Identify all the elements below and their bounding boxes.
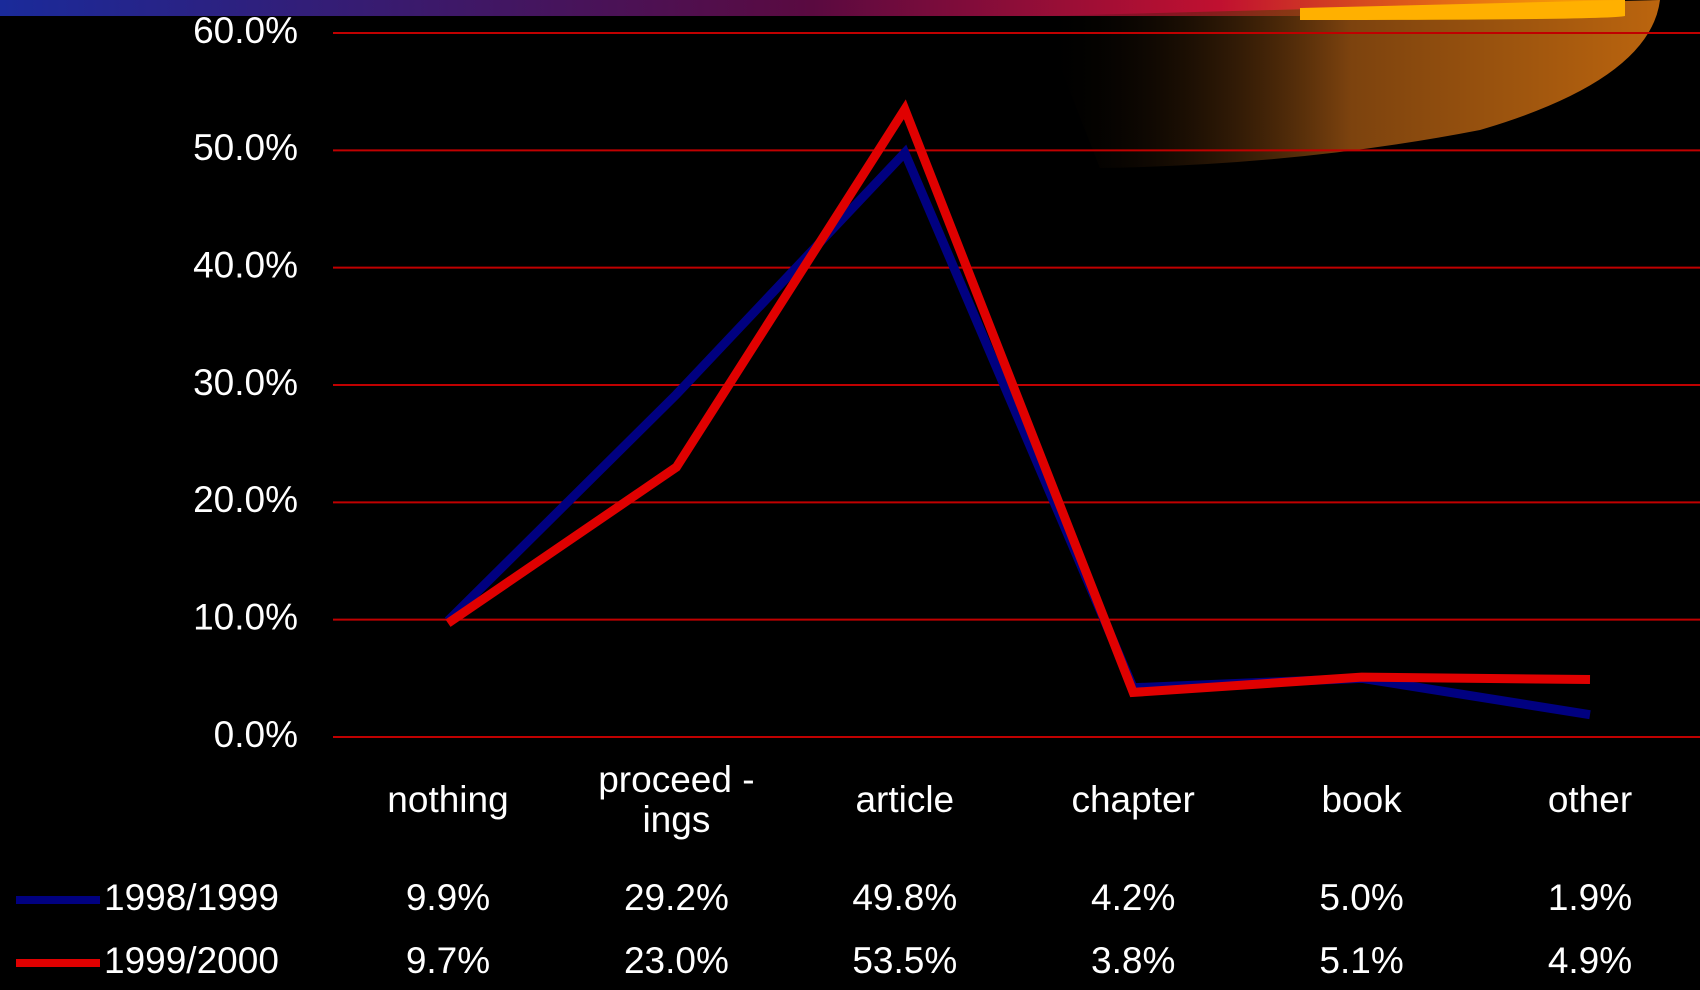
data-label: 49.8%	[852, 877, 957, 918]
data-label: 23.0%	[624, 940, 729, 981]
series-line	[445, 99, 1591, 698]
x-tick-label: article	[855, 779, 955, 820]
y-tick-label: 50.0%	[193, 127, 298, 168]
data-label: 9.9%	[406, 877, 490, 918]
x-tick-label: other	[1547, 779, 1633, 820]
data-label: 3.8%	[1091, 940, 1175, 981]
data-label: 53.5%	[852, 940, 957, 981]
data-label: 5.1%	[1319, 940, 1403, 981]
data-label: 4.9%	[1548, 940, 1632, 981]
data-label: 1.9%	[1548, 877, 1632, 918]
y-tick-label: 10.0%	[193, 596, 298, 637]
legend-label: 1999/2000	[104, 940, 279, 981]
series-line	[444, 144, 1591, 720]
y-tick-label: 20.0%	[193, 479, 298, 520]
data-label: 5.0%	[1319, 877, 1403, 918]
y-tick-label: 0.0%	[214, 714, 298, 755]
data-label: 4.2%	[1091, 877, 1175, 918]
data-label: 29.2%	[624, 877, 729, 918]
y-tick-label: 60.0%	[193, 10, 298, 51]
data-label: 9.7%	[406, 940, 490, 981]
x-tick-label: nothing	[387, 779, 509, 820]
y-tick-label: 40.0%	[193, 244, 298, 285]
x-tick-label: book	[1321, 779, 1402, 820]
y-tick-label: 30.0%	[193, 362, 298, 403]
x-tick-label: proceed - ings	[598, 759, 755, 840]
decor-swoosh	[1040, 0, 1660, 168]
decor-tab	[1300, 0, 1625, 20]
x-tick-label: chapter	[1071, 779, 1195, 820]
legend-label: 1998/1999	[104, 877, 279, 918]
